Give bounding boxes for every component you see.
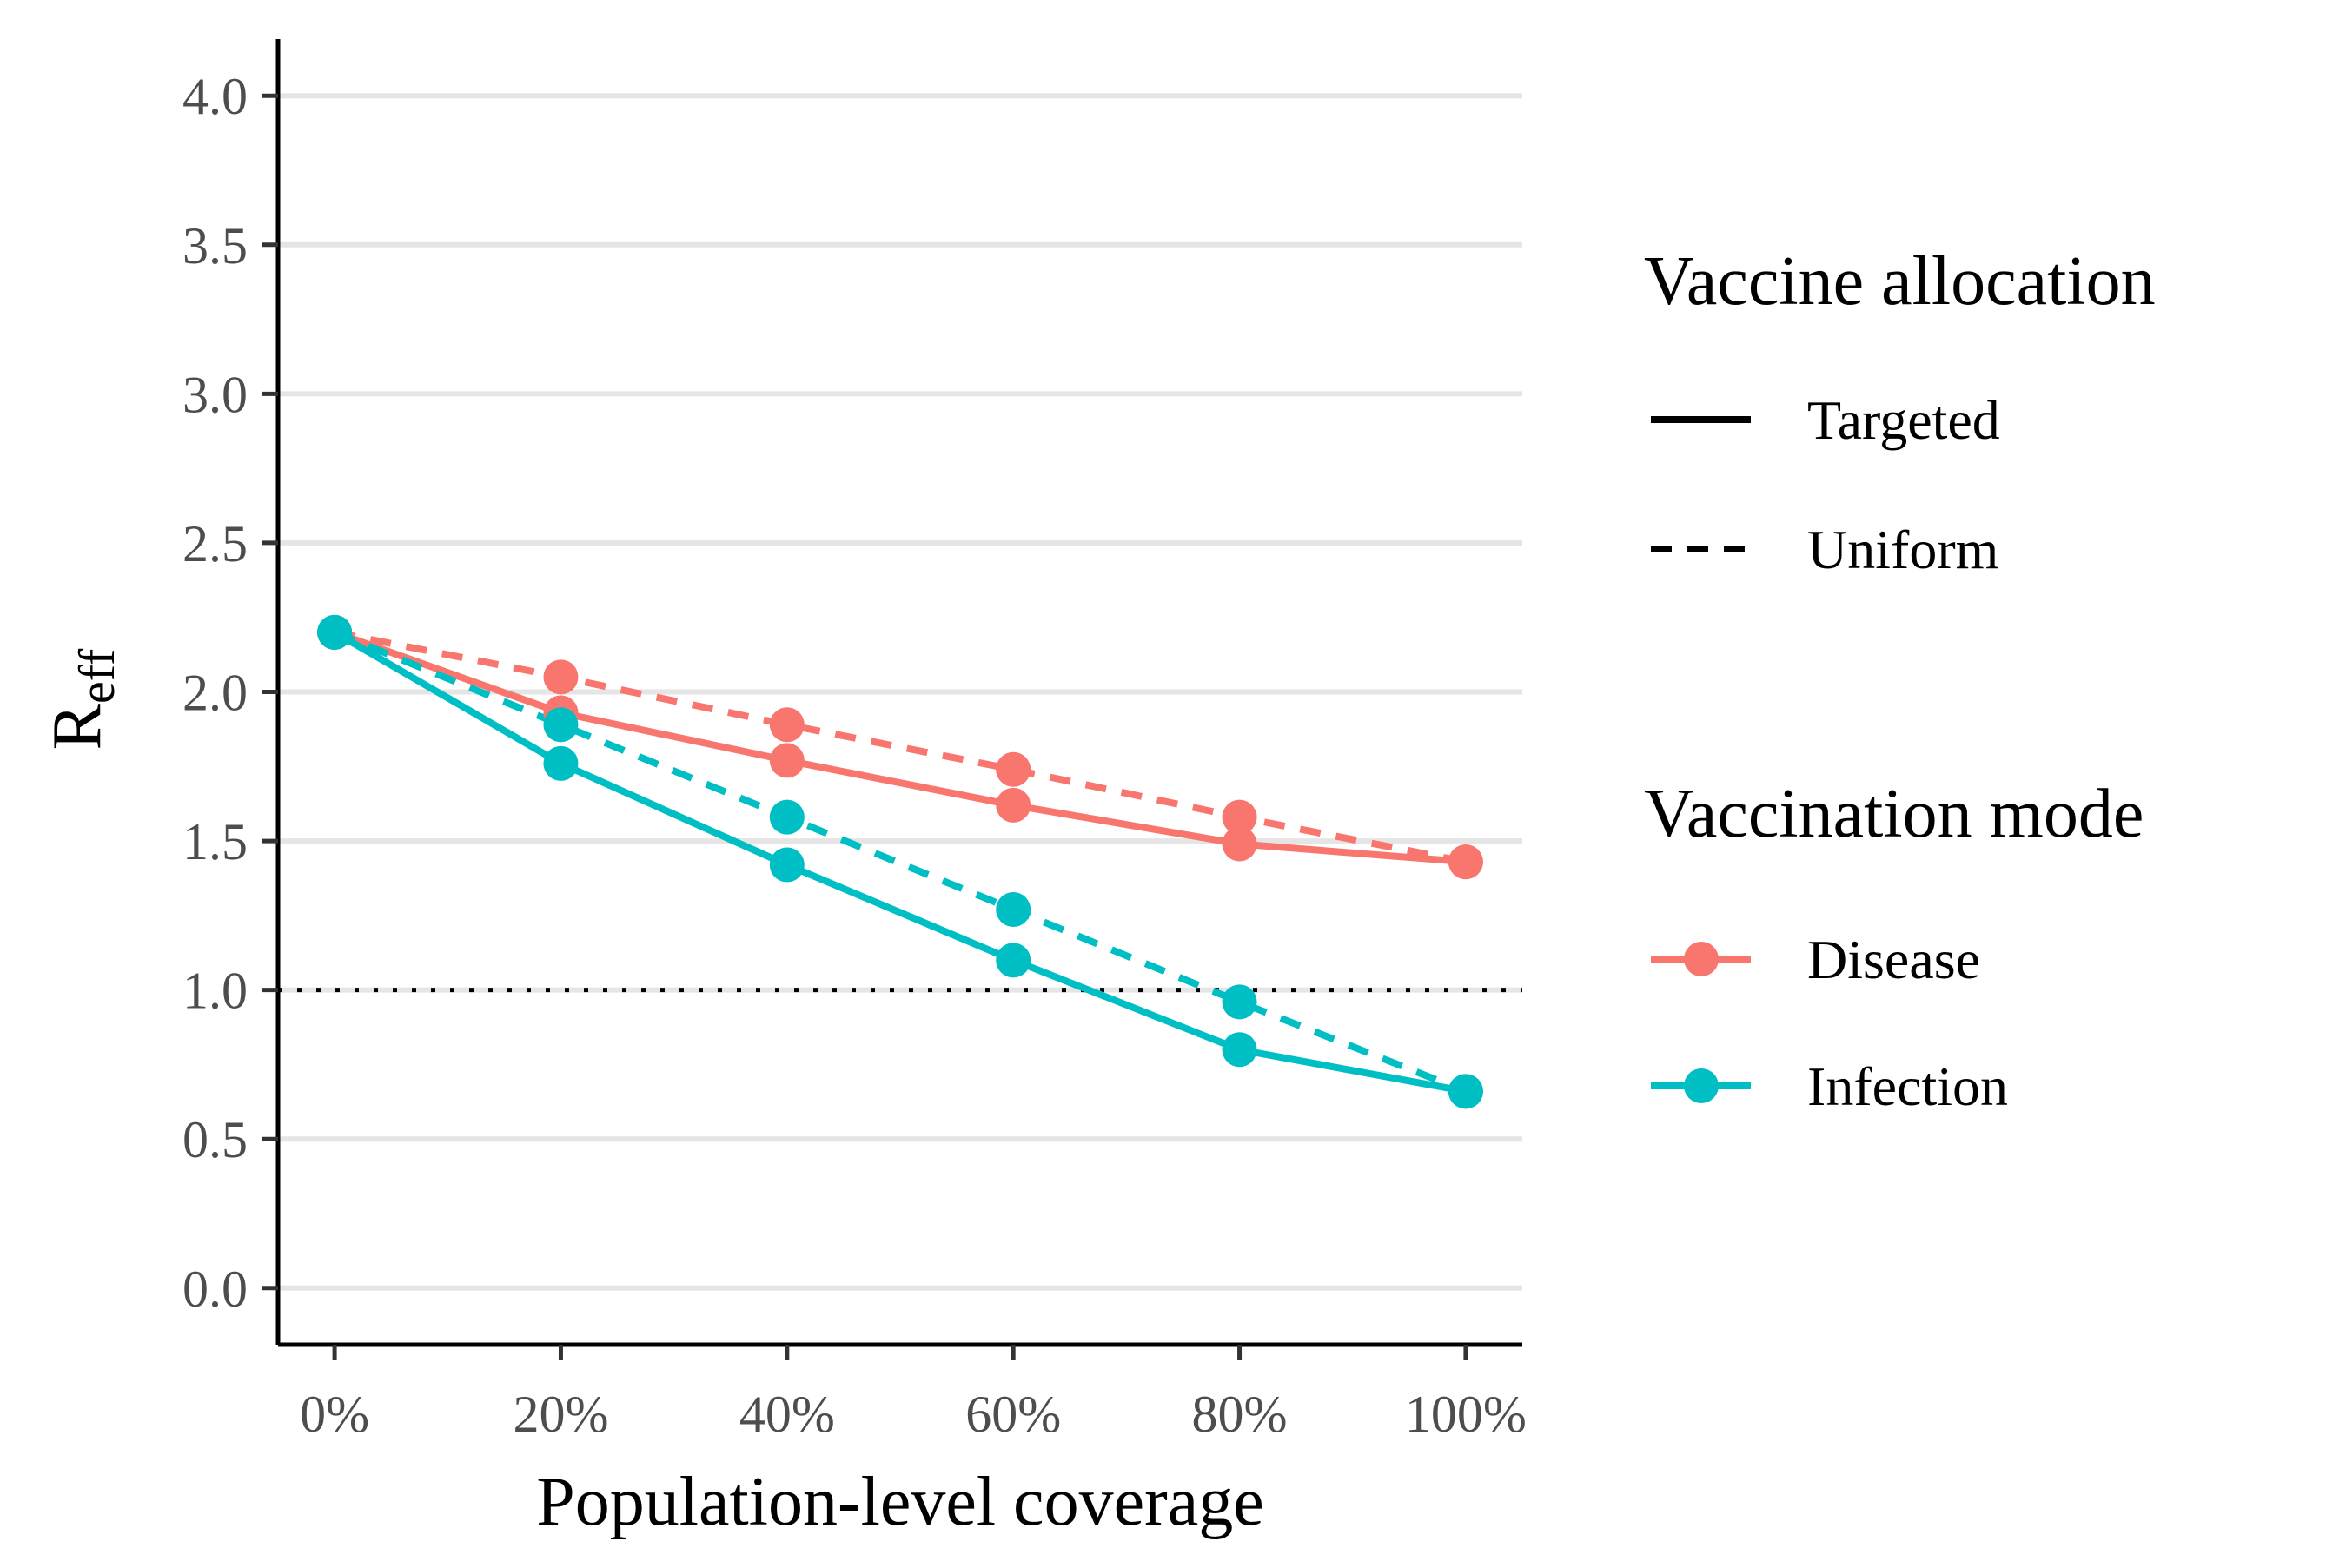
legend-vaccination-mode: Vaccination mode Disease Infection xyxy=(1644,776,2144,1117)
point-disease-uniform-60 xyxy=(996,751,1031,787)
gridlines xyxy=(278,93,1522,1291)
y-axis-title-subscript: eff xyxy=(69,648,125,704)
point-disease-targeted-60 xyxy=(996,787,1031,823)
series-line-infection-uniform xyxy=(333,629,1468,1095)
legend-uniform-label: Uniform xyxy=(1807,519,1998,580)
point-disease-uniform-40 xyxy=(769,707,805,743)
y-tick-label-8: 4.0 xyxy=(182,68,248,125)
point-infection-targeted-40 xyxy=(769,847,805,883)
x-tick-label-4: 80% xyxy=(1192,1386,1288,1443)
legend-disease-label: Disease xyxy=(1807,929,1980,990)
legend-infection-key-point xyxy=(1684,1068,1719,1103)
point-disease-uniform-100 xyxy=(1448,844,1483,880)
x-tick-label-0: 0% xyxy=(300,1386,369,1443)
y-axis-title: Reff xyxy=(39,648,125,750)
series-line-disease-uniform xyxy=(334,628,1467,866)
x-tick-label-2: 40% xyxy=(739,1386,835,1443)
legend-infection-label: Infection xyxy=(1807,1055,2008,1117)
point-infection-targeted-80 xyxy=(1222,1032,1257,1068)
y-tick-label-6: 3.0 xyxy=(182,366,248,423)
legend-disease-key-point xyxy=(1684,942,1719,976)
y-tick-label-1: 0.5 xyxy=(182,1111,248,1168)
point-disease-targeted-80 xyxy=(1222,826,1257,862)
point-infection-uniform-0 xyxy=(317,614,353,650)
y-tick-label-4: 2.0 xyxy=(182,665,248,722)
y-tick-label-3: 1.5 xyxy=(182,813,248,870)
point-disease-uniform-80 xyxy=(1222,799,1257,835)
x-tick-label-5: 100% xyxy=(1405,1386,1527,1443)
series-line-disease-targeted xyxy=(333,629,1467,866)
point-infection-uniform-100 xyxy=(1448,1074,1483,1109)
legend-targeted-label: Targeted xyxy=(1807,389,2000,451)
y-tick-label-7: 3.5 xyxy=(182,217,248,275)
x-tick-label-1: 20% xyxy=(513,1386,608,1443)
x-tick-label-3: 60% xyxy=(965,1386,1061,1443)
point-infection-uniform-60 xyxy=(996,892,1031,927)
point-infection-uniform-20 xyxy=(543,707,579,743)
y-tick-label-0: 0.0 xyxy=(182,1260,248,1318)
legend-vaccine-allocation: Vaccine allocation Targeted Uniform xyxy=(1644,243,2156,580)
point-disease-targeted-40 xyxy=(769,743,805,778)
y-tick-label-2: 1.0 xyxy=(182,963,248,1020)
point-infection-uniform-40 xyxy=(769,799,805,835)
series-line-infection-targeted xyxy=(333,629,1467,1095)
axes: 0.0 0.5 1.0 1.5 2.0 2.5 3.0 3.5 4.0 0% 20% 40% 60% 80… xyxy=(182,39,1527,1443)
legend-allocation-title: Vaccine allocation xyxy=(1644,243,2156,320)
y-tick-label-5: 2.5 xyxy=(182,515,248,572)
point-infection-targeted-20 xyxy=(543,745,579,781)
point-disease-uniform-20 xyxy=(543,659,579,695)
y-axis-title-main: R xyxy=(39,703,116,750)
point-infection-uniform-80 xyxy=(1222,984,1257,1020)
legend-mode-title: Vaccination mode xyxy=(1644,776,2144,852)
point-infection-targeted-60 xyxy=(996,943,1031,978)
x-axis-title: Population-level coverage xyxy=(536,1464,1263,1540)
series-layer xyxy=(317,614,1483,1109)
